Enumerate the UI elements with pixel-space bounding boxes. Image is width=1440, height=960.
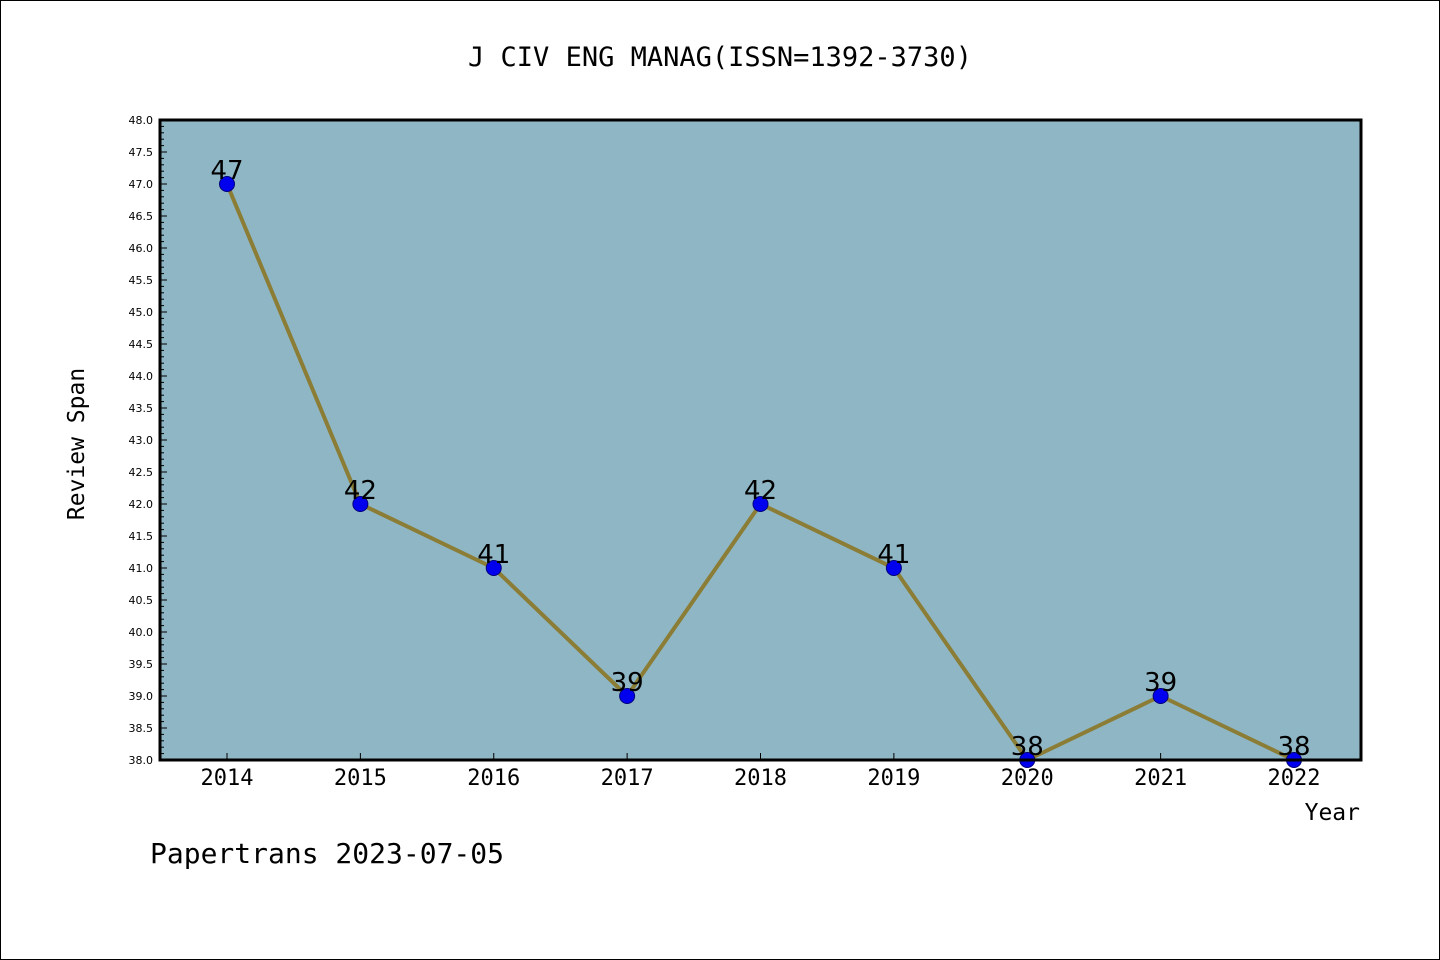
y-tick-label: 42.0 <box>129 498 154 511</box>
data-point <box>352 496 369 512</box>
y-tick-label: 39.0 <box>129 690 154 703</box>
data-label: 41 <box>877 540 910 570</box>
data-label: 38 <box>1011 732 1044 762</box>
y-tick-label: 43.5 <box>129 402 154 415</box>
plot-area <box>160 120 1361 760</box>
chart-title: J CIV ENG MANAG(ISSN=1392-3730) <box>468 42 972 73</box>
x-axis-label: Year <box>1305 800 1360 826</box>
x-tick-label: 2021 <box>1134 766 1187 791</box>
data-point <box>752 496 769 512</box>
x-tick-label: 2018 <box>734 766 787 791</box>
y-tick-label: 46.5 <box>129 210 154 223</box>
y-tick-label: 41.5 <box>129 530 154 543</box>
x-tick-label: 2014 <box>201 766 254 791</box>
y-tick-label: 43.0 <box>129 434 154 447</box>
y-tick-label: 40.0 <box>129 626 154 639</box>
x-axis: 2014 2015 2016 2017 2018 2019 2020 2021 2022 <box>201 753 1321 791</box>
data-label: 42 <box>344 476 377 506</box>
watermark: Papertrans 2023-07-05 <box>150 837 504 870</box>
data-point <box>485 560 502 576</box>
plot-border <box>158 118 1363 762</box>
y-tick-label: 41.0 <box>129 562 154 575</box>
y-tick-label: 39.5 <box>129 658 154 671</box>
x-tick-label: 2022 <box>1268 766 1321 791</box>
y-tick-label: 45.0 <box>129 306 154 319</box>
y-tick-label: 40.5 <box>129 594 154 607</box>
x-tick-label: 2016 <box>467 766 520 791</box>
x-tick-label: 2020 <box>1001 766 1054 791</box>
y-axis-label: Review Span <box>64 368 90 520</box>
y-tick-label: 44.5 <box>129 338 154 351</box>
y-tick-label: 44.0 <box>129 370 154 383</box>
y-tick-label: 38.5 <box>129 722 154 735</box>
y-tick-label: 45.5 <box>129 274 154 287</box>
data-labels: 47 42 41 39 42 41 38 39 38 <box>210 156 1310 762</box>
x-tick-label: 2019 <box>867 766 920 791</box>
data-label: 38 <box>1277 732 1310 762</box>
data-point <box>219 176 235 192</box>
x-tick-label: 2015 <box>334 766 387 791</box>
y-tick-label: 48.0 <box>129 114 154 127</box>
data-label: 41 <box>477 540 510 570</box>
y-tick-label: 38.0 <box>129 754 154 767</box>
y-tick-label: 47.5 <box>129 146 154 159</box>
data-label: 47 <box>210 156 243 186</box>
x-tick-label: 2017 <box>601 766 654 791</box>
data-label: 39 <box>1144 668 1177 698</box>
y-tick-label: 46.0 <box>129 242 154 255</box>
data-label: 42 <box>744 476 777 506</box>
data-point <box>1152 688 1169 704</box>
y-tick-label: 47.0 <box>129 178 154 191</box>
data-label: 39 <box>611 668 644 698</box>
y-tick-label: 42.5 <box>129 466 154 479</box>
data-point <box>885 560 902 576</box>
data-point <box>619 688 636 704</box>
